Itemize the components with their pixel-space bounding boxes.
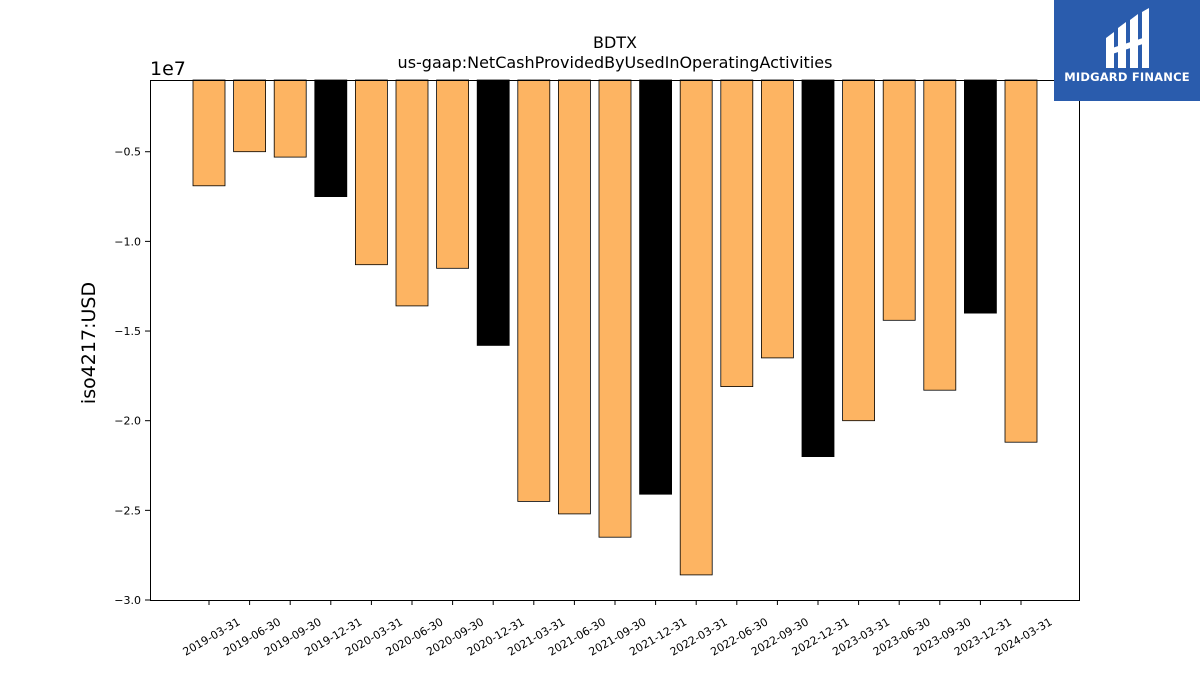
y-axis-label: iso4217:USD	[78, 282, 100, 404]
y-tick-label: −1.5	[114, 325, 141, 338]
bar-2023-06-30	[882, 79, 916, 321]
bar-2022-03-31	[679, 79, 713, 576]
logo-mark-icon	[1106, 8, 1149, 68]
y-tick-label: −0.5	[114, 146, 141, 159]
bar-2021-03-31	[517, 79, 551, 502]
bar-2021-09-30	[598, 79, 632, 538]
bar-2022-09-30	[761, 79, 794, 359]
chart-title-line-1: BDTX	[593, 33, 637, 52]
bar-2020-12-31	[476, 79, 510, 346]
chart-title: BDTX us-gaap:NetCashProvidedByUsedInOper…	[398, 33, 833, 72]
bar-2021-06-30	[558, 79, 591, 515]
bar-2022-12-31	[801, 79, 835, 458]
y-tick-label: −1.0	[114, 235, 141, 248]
bar-2020-06-30	[395, 79, 429, 307]
bar-2020-09-30	[436, 79, 470, 269]
bar-2021-12-31	[639, 79, 672, 495]
bar-2020-03-31	[354, 79, 388, 266]
chart-title-line-2: us-gaap:NetCashProvidedByUsedInOperating…	[398, 53, 833, 72]
plot-frame	[150, 80, 1080, 601]
y-tick-label: −3.0	[114, 594, 141, 607]
y-axis-ticks: −0.5 −1.0 −1.5 −2.0 −2.5 −3.0	[114, 146, 150, 607]
bar-2023-12-31	[964, 79, 997, 314]
bar-2023-09-30	[923, 79, 957, 391]
x-axis-ticks: 2019-03-312019-06-302019-09-302019-12-31…	[181, 600, 1055, 659]
bar-2019-03-31	[192, 79, 226, 187]
y-axis-offset-label: 1e7	[150, 58, 186, 80]
bars-group	[192, 79, 1038, 576]
y-tick-label: −2.5	[114, 504, 141, 517]
y-tick-label: −2.0	[114, 415, 141, 428]
bar-2024-03-31	[1004, 79, 1038, 443]
bar-2019-06-30	[233, 79, 267, 153]
bar-2019-09-30	[273, 79, 307, 158]
bar-2019-12-31	[314, 79, 348, 197]
bar-2022-06-30	[720, 79, 754, 388]
midgard-finance-logo: MIDGARD FINANCE	[1054, 0, 1200, 101]
bar-2023-03-31	[842, 79, 875, 422]
logo-text: MIDGARD FINANCE	[1064, 70, 1190, 84]
